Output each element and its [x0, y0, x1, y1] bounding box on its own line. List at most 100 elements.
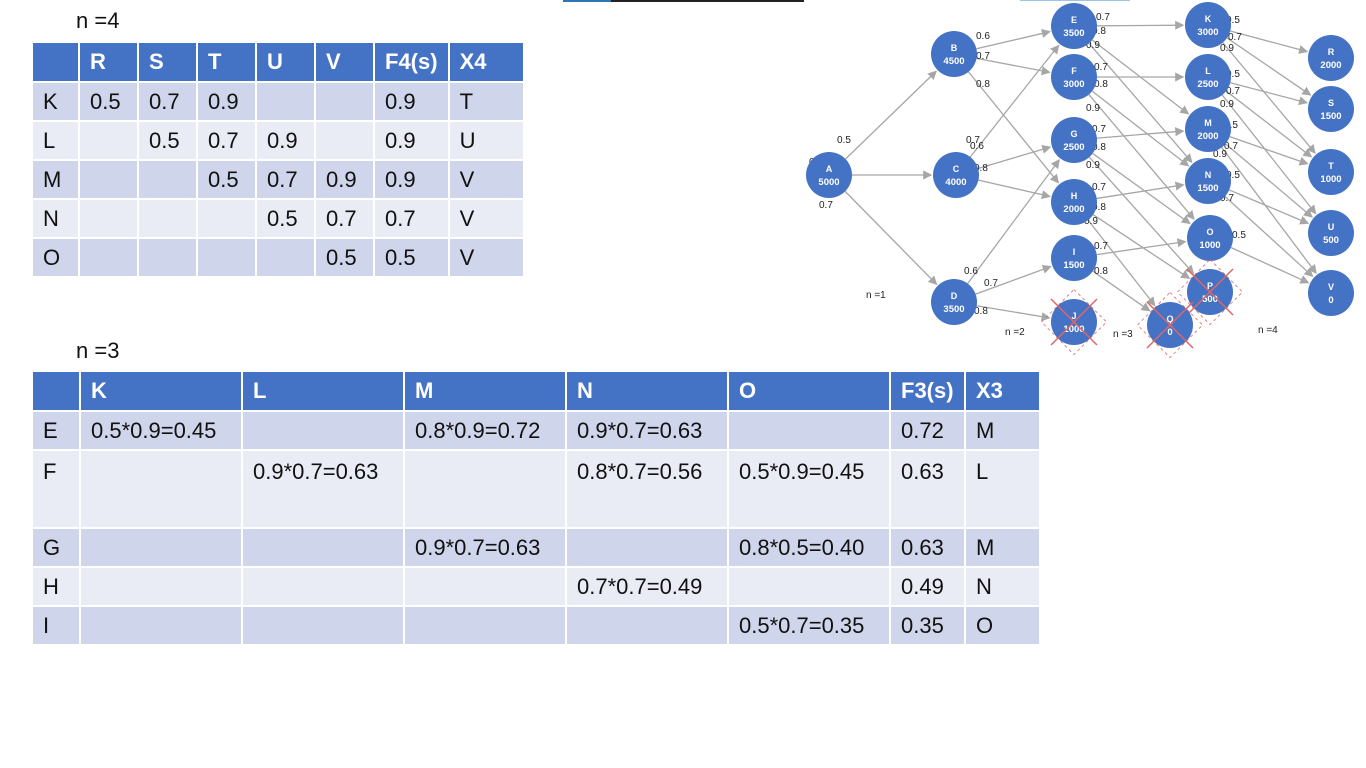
edge-label-I-Q: 0.8: [1094, 266, 1108, 277]
node-circle: [1185, 2, 1231, 48]
node-Q: Q0: [1136, 291, 1204, 359]
node-T: T 1000: [1308, 149, 1354, 195]
node-name: G: [1070, 129, 1077, 139]
edge-label-N-U: 0.5: [1226, 170, 1240, 181]
stage4-row-label: M: [31, 159, 80, 200]
stage4-col-header: T: [196, 41, 257, 83]
stage4-col-header: [31, 41, 80, 83]
stage4-col-header: X4: [447, 41, 525, 83]
edge-label-K-T: 0.9: [1220, 43, 1234, 54]
edge-A-D: [844, 190, 938, 286]
stage4-cell: 0.9: [373, 159, 450, 200]
stage3-cell: 0.63: [889, 449, 966, 529]
edge-label-F-N: 0.8: [1094, 79, 1108, 90]
stage4-row-label: O: [31, 237, 80, 278]
node-value: 0: [1328, 295, 1333, 306]
node-circle: [1051, 117, 1097, 163]
node-name: A: [826, 164, 833, 174]
stage3-row: H 0.7*0.7=0.49 0.49 N: [31, 566, 1041, 607]
node-name: I: [1073, 247, 1076, 257]
node-K: K 3000: [1185, 2, 1231, 48]
edge-label-K-R: 0.5: [1226, 15, 1240, 26]
stage3-cell: 0.7*0.7=0.49: [565, 566, 729, 607]
edge-G-O: [1092, 152, 1191, 225]
edge-label-E-N: 0.9: [1086, 40, 1100, 51]
edge-C-E: [969, 44, 1060, 158]
node-circle: [931, 31, 977, 77]
stage-label: n =1: [866, 290, 886, 301]
edge-label-G-M: 0.7: [1092, 124, 1106, 135]
node-name: D: [951, 291, 958, 301]
stage3-cell: 0.9*0.7=0.63: [565, 410, 729, 451]
edge-L-S: [1230, 82, 1309, 106]
stage3-cell: 0.5*0.9=0.45: [727, 449, 891, 529]
stage4-cell: 0.9: [314, 159, 375, 200]
node-P: P 500: [1176, 258, 1244, 326]
stage4-table: R S T U V F4(s) X4 K 0.5 0.7 0.9 0.9 T L 0.5 0.7 0.9 0.9…: [31, 41, 525, 278]
stage3-row: F 0.9*0.7=0.63 0.8*0.7=0.56 0.5*0.9=0.45 0.6…: [31, 449, 1041, 529]
stage4-header-row: R S T U V F4(s) X4: [31, 41, 525, 83]
stage4-cell: [314, 81, 375, 122]
top-accent-line-gray: [1020, 0, 1130, 1]
edge-label-C-H: 0.8: [974, 163, 988, 174]
edge-D-J: [976, 305, 1051, 322]
stage4-cell: [137, 198, 198, 239]
stage4-cell: V: [447, 198, 525, 239]
stage3-cell: 0.9*0.7=0.63: [241, 449, 405, 529]
node-value: 3500: [1063, 28, 1084, 39]
node-value: 4500: [943, 56, 964, 67]
edge-G-P: [1088, 156, 1195, 275]
node-value: 4000: [945, 177, 966, 188]
edge-label-C-G: 0.7: [966, 135, 980, 146]
stage4-col-header: V: [314, 41, 375, 83]
top-accent-line-blue: [563, 0, 611, 2]
stage3-cell: O: [964, 605, 1041, 646]
cross-out-icon: [1176, 258, 1244, 326]
node-value: 1000: [1063, 324, 1084, 335]
edge-E-K: [1096, 20, 1185, 30]
node-value: 500: [1202, 294, 1218, 305]
node-name: Q: [1166, 314, 1173, 324]
edge-C-G: [977, 144, 1052, 170]
stage3-cell: [79, 527, 243, 568]
stage3-cell: [241, 605, 405, 646]
stage3-cell: 0.35: [889, 605, 966, 646]
stage4-cell: [137, 159, 198, 200]
edge-M-T: [1229, 135, 1309, 166]
edge-label-L-T: 0.7: [1226, 86, 1240, 97]
stage4-col-header: U: [255, 41, 316, 83]
node-circle: [1308, 210, 1354, 256]
edge-label-A-B: 0.5: [837, 135, 851, 146]
edge-L-T: [1225, 90, 1313, 158]
node-value: 1500: [1320, 111, 1341, 122]
stage4-cell: 0.5: [255, 198, 316, 239]
stage3-col-header: O: [727, 370, 891, 412]
edge-I-Q: [1092, 270, 1151, 312]
stage4-cell: U: [447, 120, 525, 161]
node-B: B 4500: [931, 31, 977, 77]
stage4-cell: 0.7: [196, 120, 257, 161]
node-L: L 2500: [1185, 54, 1231, 100]
stage3-cell: 0.49: [889, 566, 966, 607]
stage4-cell: 0.5: [373, 237, 450, 278]
edge-K-T: [1222, 42, 1316, 154]
cross-out-icon: [1136, 291, 1204, 359]
node-circle: [1185, 54, 1231, 100]
stage3-header-row: K L M N O F3(s) X3: [31, 370, 1041, 412]
node-F: F 3000: [1051, 54, 1097, 100]
edge-D-G: [967, 159, 1060, 284]
edge-N-U: [1228, 189, 1310, 225]
edge-label-D-I: 0.7: [984, 278, 998, 289]
node-value: 3000: [1063, 79, 1084, 90]
node-D: D 3500: [931, 279, 977, 325]
node-name: C: [953, 164, 960, 174]
node-G: G 2500: [1051, 117, 1097, 163]
edge-label-N-V: 0.7: [1220, 193, 1234, 204]
stage4-cell: [196, 237, 257, 278]
stage4-col-header: S: [137, 41, 198, 83]
stage3-cell: 0.5*0.9=0.45: [79, 410, 243, 451]
stage3-col-header: N: [565, 370, 729, 412]
node-circle: [1051, 54, 1097, 100]
edge-label-D-J: 0.8: [974, 306, 988, 317]
node-name: E: [1071, 15, 1077, 25]
